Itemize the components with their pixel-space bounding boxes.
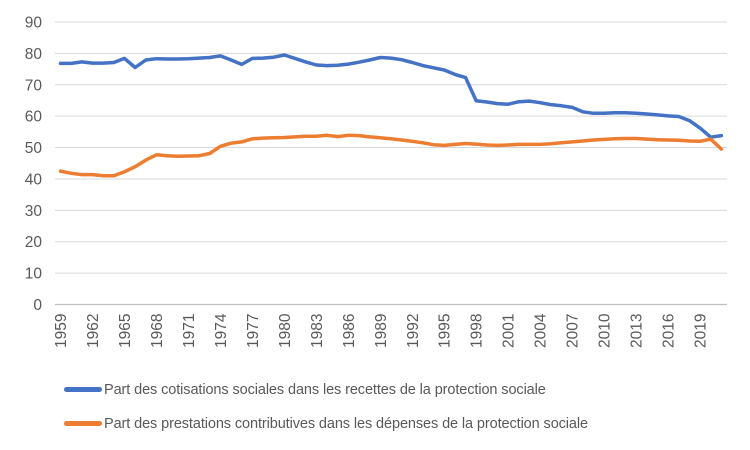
svg-text:2007: 2007 xyxy=(565,314,582,348)
plot-area: 0 10 20 30 40 50 60 70 80 90 1959 1962 1965 1968 1971 1… xyxy=(25,15,727,348)
svg-text:1986: 1986 xyxy=(341,314,358,348)
svg-text:1983: 1983 xyxy=(309,314,326,348)
svg-text:2001: 2001 xyxy=(501,314,518,348)
legend-label-cotisations: Part des cotisations sociales dans les r… xyxy=(104,381,546,398)
legend-item-cotisations: Part des cotisations sociales dans les r… xyxy=(64,380,588,399)
svg-text:50: 50 xyxy=(25,140,43,157)
svg-text:10: 10 xyxy=(25,266,43,283)
svg-text:2013: 2013 xyxy=(629,314,646,348)
svg-text:1980: 1980 xyxy=(277,313,294,348)
svg-text:70: 70 xyxy=(25,77,43,94)
svg-text:2016: 2016 xyxy=(661,314,678,348)
legend-line-marker-orange xyxy=(64,421,102,426)
svg-text:1995: 1995 xyxy=(437,314,454,348)
svg-text:1962: 1962 xyxy=(85,314,102,348)
legend-label-prestations: Part des prestations contributives dans … xyxy=(104,415,588,432)
svg-text:2004: 2004 xyxy=(533,313,550,348)
svg-text:80: 80 xyxy=(25,46,43,63)
svg-text:1989: 1989 xyxy=(373,314,390,348)
svg-text:90: 90 xyxy=(25,15,43,32)
svg-text:1959: 1959 xyxy=(53,314,70,348)
svg-text:2010: 2010 xyxy=(597,313,614,348)
legend-item-prestations: Part des prestations contributives dans … xyxy=(64,414,588,433)
svg-text:0: 0 xyxy=(33,297,42,314)
svg-text:2019: 2019 xyxy=(693,314,710,348)
svg-text:1968: 1968 xyxy=(149,314,166,348)
svg-text:1971: 1971 xyxy=(181,314,198,348)
svg-text:1992: 1992 xyxy=(405,314,422,348)
svg-text:60: 60 xyxy=(25,109,43,126)
svg-text:1977: 1977 xyxy=(245,314,262,348)
svg-text:1965: 1965 xyxy=(117,314,134,348)
chart-legend: Part des cotisations sociales dans les r… xyxy=(64,368,588,433)
svg-text:1974: 1974 xyxy=(213,313,230,348)
svg-text:30: 30 xyxy=(25,203,43,220)
svg-text:20: 20 xyxy=(25,234,43,251)
legend-line-marker-blue xyxy=(64,387,102,392)
svg-text:40: 40 xyxy=(25,171,43,188)
svg-text:1998: 1998 xyxy=(469,314,486,348)
